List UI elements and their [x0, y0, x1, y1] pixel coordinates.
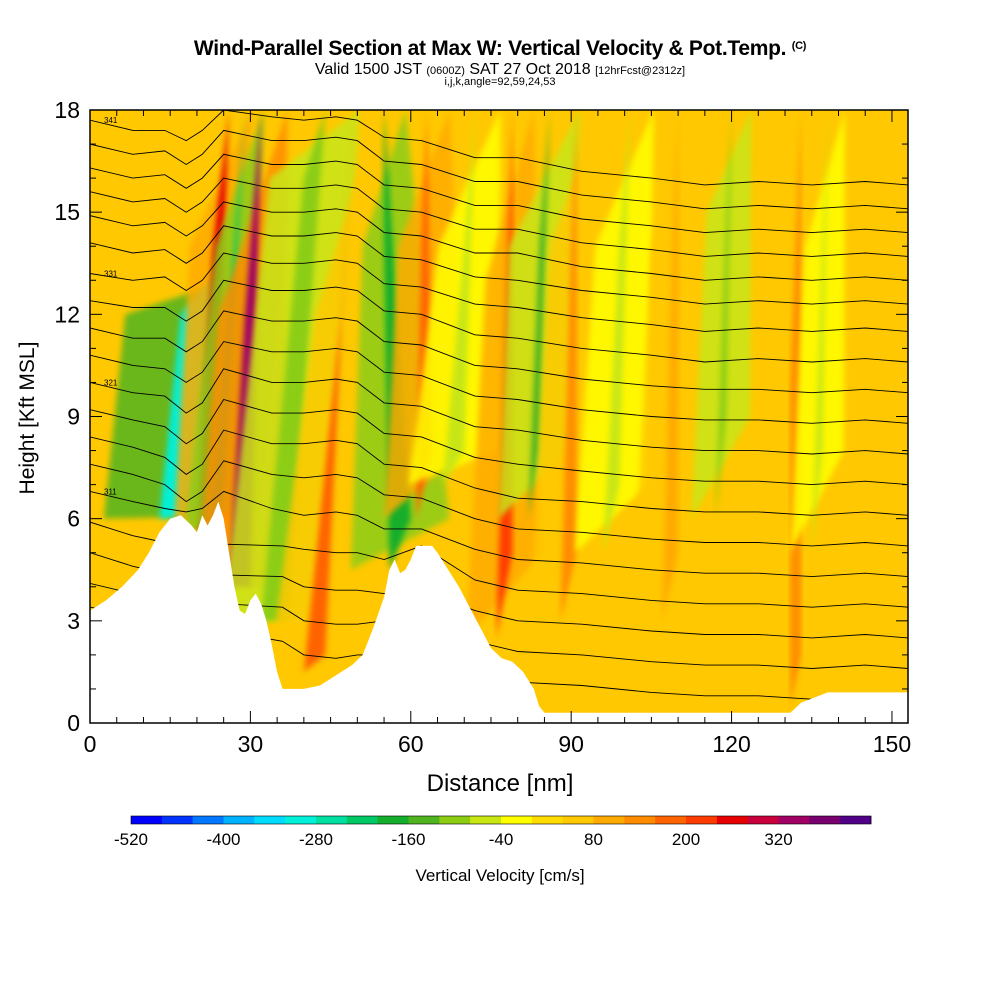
colorbar-swatch-19: [716, 816, 749, 824]
x-tick-label-5: 150: [873, 731, 911, 757]
theta-contour-0: [90, 110, 908, 186]
updraft-band-11: [560, 110, 577, 621]
y-tick-label-4: 12: [54, 301, 80, 327]
y-tick-label-1: 3: [67, 608, 80, 634]
colorbar-swatch-2: [192, 816, 224, 824]
colorbar-swatch-1: [161, 816, 194, 824]
x-tick-label-0: 0: [84, 731, 97, 757]
updraft-band-5: [303, 110, 352, 672]
y-tick-label-2: 6: [67, 506, 80, 532]
theta-contour-6: [90, 252, 908, 332]
colorbar-swatch-21: [778, 816, 810, 824]
copyright-mark: (C): [791, 40, 807, 52]
valid-time: Valid 1500 JST: [314, 61, 422, 78]
contour-label-6: 331: [104, 269, 118, 278]
contour-label-0: 341: [104, 116, 118, 125]
colorbar-swatch-6: [316, 816, 348, 824]
colorbar-swatch-20: [747, 816, 779, 824]
colorbar-swatch-0: [131, 816, 163, 824]
y-tick-label-5: 15: [54, 199, 80, 225]
theta-contour-12: [90, 429, 908, 516]
forecast-info: [12hrFcst@2312z]: [595, 65, 686, 77]
colorbar-swatch-22: [809, 816, 841, 824]
updraft-halo-5: [269, 110, 378, 672]
theta-contours: 341 331 321 311: [90, 110, 908, 700]
theta-contour-9: [90, 341, 908, 424]
updraft-band-15: [790, 110, 802, 706]
colorbar-label: Vertical Velocity [cm/s]: [415, 866, 584, 885]
x-tick-label-4: 120: [712, 731, 750, 757]
x-tick-label-2: 60: [398, 731, 424, 757]
colorbar-swatch-4: [254, 816, 286, 824]
theta-contour-4: [90, 201, 908, 281]
colorbar-swatch-15: [593, 816, 625, 824]
colorbar-tick-4: -40: [489, 830, 514, 849]
section-params: i,j,k,angle=92,59,24,53: [444, 76, 556, 88]
downdraft-halo-12: [575, 110, 654, 553]
contour-label-14: 311: [104, 487, 117, 496]
colorbar-tick-3: -160: [391, 830, 425, 849]
colorbar-swatch-9: [408, 816, 440, 824]
y-tick-label-0: 0: [67, 710, 80, 736]
theta-contour-13: [90, 460, 908, 547]
colorbar-swatch-23: [840, 816, 872, 824]
colorbar-swatch-14: [562, 816, 594, 824]
colorbar-swatch-18: [686, 816, 718, 824]
colorbar-swatch-5: [285, 816, 317, 824]
theta-contour-8: [90, 310, 908, 394]
theta-contour-7: [90, 279, 908, 363]
velocity-field: [103, 110, 845, 706]
theta-contour-10: [90, 368, 908, 455]
colorbar-swatch-12: [501, 816, 533, 824]
y-tick-label-6: 18: [54, 97, 80, 123]
updraft-band-13: [662, 110, 679, 621]
colorbar-tick-5: 80: [584, 830, 603, 849]
axis-ticks: 0 30 60 90 120 150 0 3 6 9 12 15 18: [54, 97, 911, 757]
y-tick-label-3: 9: [67, 404, 80, 430]
contour-label-10: 321: [104, 378, 118, 387]
colorbar-swatch-16: [624, 816, 656, 824]
colorbar-swatch-13: [531, 816, 564, 824]
downdraft-band-4: [261, 110, 326, 621]
theta-contour-5: [90, 225, 908, 305]
colorbar-swatch-7: [346, 816, 379, 824]
valid-date: SAT 27 Oct 2018: [469, 61, 591, 78]
x-tick-label-3: 90: [558, 731, 584, 757]
theta-contour-3: [90, 177, 908, 257]
colorbar-swatch-11: [470, 816, 502, 824]
x-axis-label: Distance [nm]: [427, 770, 574, 797]
colorbar: -520 -400 -280 -160 -40 80 200 320: [114, 815, 872, 849]
colorbar-tick-7: 320: [764, 830, 792, 849]
terrain-fill: [90, 501, 908, 723]
downdraft-band-12: [603, 110, 630, 553]
theta-contour-1: [90, 129, 908, 210]
chart-title: Wind-Parallel Section at Max W: Vertical…: [193, 37, 807, 60]
theta-contour-11: [90, 398, 908, 486]
theta-contour-14: [90, 490, 908, 578]
downdraft-halo-14: [691, 110, 752, 519]
theta-contour-15: [90, 521, 908, 608]
colorbar-tick-0: -520: [114, 830, 148, 849]
x-tick-label-1: 30: [238, 731, 264, 757]
downdraft-band-16: [811, 110, 828, 553]
downdraft-band-14: [715, 110, 732, 519]
terrain: [90, 501, 908, 723]
colorbar-swatch-17: [655, 816, 687, 824]
colorbar-swatch-10: [439, 816, 471, 824]
y-axis-label: Height [Kft MSL]: [16, 342, 39, 495]
colorbar-swatch-8: [377, 816, 409, 824]
downdraft-band-10: [528, 110, 550, 519]
colorbar-tick-2: -280: [299, 830, 333, 849]
colorbar-tick-6: 200: [672, 830, 700, 849]
theta-contour-2: [90, 153, 908, 234]
utc-time: (0600Z): [426, 65, 465, 77]
chart-subtitle: Valid 1500 JST (0600Z) SAT 27 Oct 2018 […: [0, 61, 1000, 79]
colorbar-tick-1: -400: [206, 830, 240, 849]
colorbar-swatch-3: [223, 816, 255, 824]
downdraft-band-8: [442, 110, 475, 485]
